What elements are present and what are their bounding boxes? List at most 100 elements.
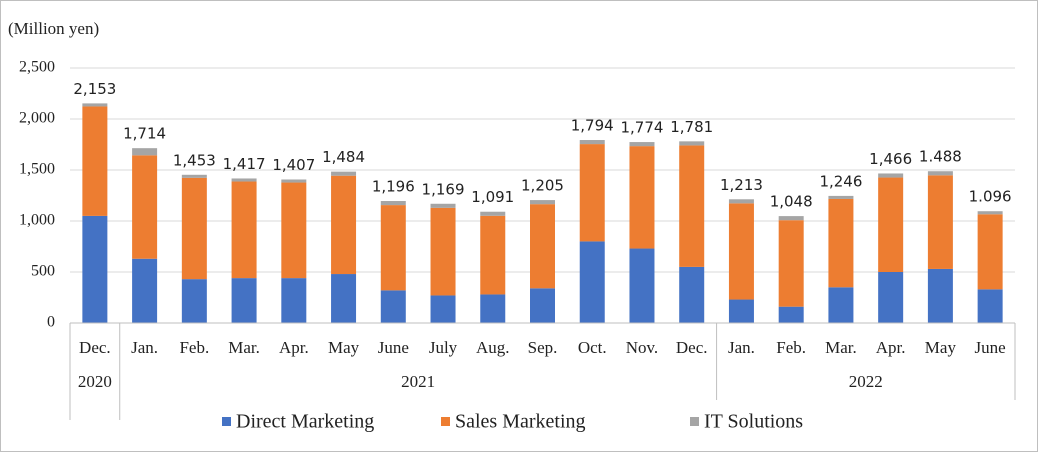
x-tick-label: Jan. xyxy=(728,338,755,357)
total-label: 1,213 xyxy=(720,176,763,194)
total-label: 1,453 xyxy=(173,151,216,169)
total-label: 1,205 xyxy=(521,177,564,195)
total-label: 1,048 xyxy=(770,193,813,211)
total-label: 1,196 xyxy=(372,178,415,196)
x-tick-label: June xyxy=(378,338,409,357)
legend-swatch xyxy=(690,417,699,426)
total-label: 1,781 xyxy=(670,118,713,136)
legend-swatch xyxy=(441,417,450,426)
x-tick-label: Feb. xyxy=(179,338,209,357)
bar-segment xyxy=(977,289,1003,323)
bar-segment xyxy=(778,306,804,323)
bar-segment xyxy=(281,182,307,279)
total-label: 1,091 xyxy=(471,188,514,206)
x-tick-label: Apr. xyxy=(876,338,906,357)
year-label: 2022 xyxy=(849,372,883,391)
bar-segment xyxy=(231,178,257,182)
y-tick-label: 2,500 xyxy=(19,59,55,76)
bar-segment xyxy=(927,171,953,176)
bar-segment xyxy=(878,173,904,178)
bar-segment xyxy=(977,211,1003,215)
total-label: 1,407 xyxy=(272,156,315,174)
x-tick-label: Dec. xyxy=(79,338,111,357)
bar-segment xyxy=(629,248,655,323)
bar-segment xyxy=(181,174,207,178)
bar-segment xyxy=(878,272,904,323)
bar-segment xyxy=(579,140,605,145)
bar-segment xyxy=(132,258,158,323)
bar-segment xyxy=(828,287,854,323)
bar-segment xyxy=(331,175,357,275)
x-tick-label: July xyxy=(429,338,458,357)
bar-segment xyxy=(281,278,307,323)
y-tick-label: 2,000 xyxy=(19,110,55,127)
y-tick-label: 0 xyxy=(47,314,55,331)
bar-segment xyxy=(579,144,605,242)
total-label: 2,153 xyxy=(73,80,116,98)
legend-label: Sales Marketing xyxy=(455,411,586,433)
x-tick-label: May xyxy=(925,338,957,357)
bar-segment xyxy=(778,216,804,221)
bar-segment xyxy=(181,279,207,323)
legend-label: IT Solutions xyxy=(704,411,803,433)
total-label: 1,484 xyxy=(322,148,365,166)
bar-segment xyxy=(629,146,655,249)
bar-segment xyxy=(480,215,506,295)
bar-segment xyxy=(480,211,506,216)
bar-segment xyxy=(132,155,158,259)
total-label: 1,169 xyxy=(422,180,465,198)
bar-segment xyxy=(679,266,705,323)
x-tick-label: Aug. xyxy=(476,338,510,357)
bar-segment xyxy=(679,145,705,267)
bar-segment xyxy=(629,142,655,147)
x-tick-label: May xyxy=(328,338,360,357)
bar-segment xyxy=(82,106,108,216)
x-tick-label: Mar. xyxy=(228,338,260,357)
bar-segment xyxy=(231,278,257,323)
year-label: 2021 xyxy=(401,372,435,391)
bar-segment xyxy=(579,241,605,323)
bar-segment xyxy=(728,199,754,204)
total-label: 1,774 xyxy=(620,119,663,137)
x-tick-label: Mar. xyxy=(825,338,857,357)
bar-segment xyxy=(231,181,257,279)
year-label: 2020 xyxy=(78,372,112,391)
bar-segment xyxy=(132,148,158,156)
bar-segment xyxy=(530,204,555,289)
bar-segment xyxy=(530,200,555,205)
x-tick-label: June xyxy=(975,338,1006,357)
x-tick-label: Jan. xyxy=(131,338,158,357)
x-tick-label: Oct. xyxy=(578,338,607,357)
bar-segment xyxy=(728,299,754,323)
x-tick-label: Dec. xyxy=(676,338,708,357)
bar-segment xyxy=(828,195,854,199)
legend-swatch xyxy=(222,417,231,426)
x-tick-label: Sep. xyxy=(528,338,558,357)
bar-segment xyxy=(927,268,953,323)
total-label: 1,417 xyxy=(223,155,266,173)
bar-segment xyxy=(380,201,406,206)
bar-segment xyxy=(977,214,1003,290)
bar-segment xyxy=(878,177,904,272)
bar-segment xyxy=(380,290,406,323)
bar-segment xyxy=(181,177,207,280)
bar-segment xyxy=(331,274,357,323)
bar-segment xyxy=(430,203,456,208)
bar-segment xyxy=(82,103,108,107)
total-label: 1,794 xyxy=(571,117,614,135)
total-label: 1.096 xyxy=(969,188,1012,206)
x-tick-label: Feb. xyxy=(776,338,806,357)
x-tick-label: Apr. xyxy=(279,338,309,357)
total-label: 1,466 xyxy=(869,150,912,168)
y-tick-label: 1,500 xyxy=(19,161,55,178)
bar-segment xyxy=(530,288,555,323)
legend-label: Direct Marketing xyxy=(236,411,374,433)
bar-segment xyxy=(281,179,307,183)
bar-segment xyxy=(927,175,953,269)
bar-segment xyxy=(728,203,754,300)
y-axis-label: (Million yen) xyxy=(8,19,99,38)
bar-segment xyxy=(480,294,506,323)
bar-segment xyxy=(828,198,854,288)
